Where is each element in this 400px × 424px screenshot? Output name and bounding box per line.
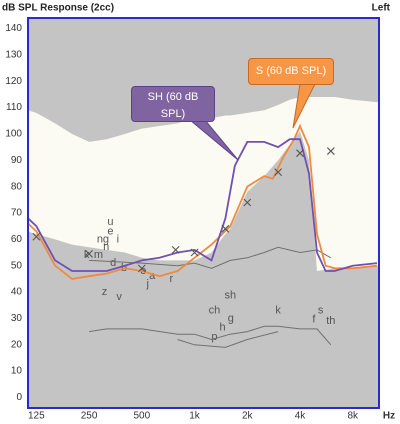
speech-sound-label: h xyxy=(219,322,225,334)
threshold-marker xyxy=(221,224,230,233)
x-tick-label: 4k xyxy=(295,411,307,422)
threshold-marker xyxy=(85,249,93,258)
threshold-marker xyxy=(190,248,199,257)
series-callout: SH (60 dB SPL) xyxy=(131,86,215,122)
threshold-marker xyxy=(296,149,304,158)
speech-sound-label: a xyxy=(149,270,156,282)
threshold-marker xyxy=(326,147,335,155)
speech-sound-label: ng xyxy=(97,233,109,245)
y-tick-label: 40 xyxy=(11,287,23,298)
speech-sound-label: s xyxy=(318,304,324,316)
speech-sound-label: ch xyxy=(209,304,221,316)
y-tick-label: 80 xyxy=(11,181,23,192)
x-tick-label: 8k xyxy=(347,411,359,422)
speech-sound-label: i xyxy=(117,233,119,245)
threshold-marker xyxy=(274,168,283,177)
series-line xyxy=(89,325,332,346)
y-tick-label: 90 xyxy=(11,155,23,166)
speech-sound-label: j xyxy=(145,278,148,290)
y-tick-label: 110 xyxy=(6,102,22,113)
y-tick-label: 120 xyxy=(5,76,22,87)
series-callout: S (60 dB SPL) xyxy=(248,58,334,85)
speech-sound-label: z xyxy=(102,286,108,298)
speech-sound-label: g xyxy=(228,312,234,324)
x-tick-label: 125 xyxy=(28,411,45,422)
ear-side: Left xyxy=(372,3,391,14)
x-tick-label: 500 xyxy=(133,411,150,422)
y-tick-label: 70 xyxy=(11,208,23,219)
x-tick-label: 1k xyxy=(189,411,201,422)
speech-sound-label: n xyxy=(103,241,109,253)
y-tick-label: 100 xyxy=(5,129,22,140)
speech-sound-label: th xyxy=(326,315,335,327)
threshold-marker xyxy=(137,264,146,273)
series-line xyxy=(177,331,279,348)
y-tick-label: 60 xyxy=(11,234,23,245)
series-line xyxy=(89,246,332,269)
threshold-marker xyxy=(243,198,252,207)
plot-border xyxy=(27,17,380,409)
speech-sound-label: u xyxy=(107,216,113,228)
speech-sound-label: m xyxy=(94,249,103,261)
x-tick-label: 2k xyxy=(242,411,254,422)
y-tick-label: 10 xyxy=(11,366,23,377)
speech-sound-label: p xyxy=(211,331,217,343)
threshold-marker xyxy=(171,246,180,254)
speech-sound-label: k xyxy=(84,249,90,261)
speech-sound-label: d xyxy=(110,257,116,269)
y-tick-label: 30 xyxy=(11,313,23,324)
y-tick-label: 50 xyxy=(11,260,23,271)
y-tick-label: 130 xyxy=(5,50,22,61)
speech-sound-label: sh xyxy=(224,290,236,302)
speech-sound-label: k xyxy=(275,304,281,316)
chart-title: dB SPL Response (2cc) xyxy=(2,3,114,14)
series-line xyxy=(27,123,378,280)
speech-sound-label: f xyxy=(312,314,316,326)
series-line xyxy=(27,138,378,272)
dynamic-range-band xyxy=(28,97,379,271)
x-tick-label: 250 xyxy=(81,411,98,422)
y-tick-label: 0 xyxy=(16,392,22,403)
speech-sound-label: e xyxy=(107,225,113,237)
x-axis-label: Hz xyxy=(383,411,395,422)
y-tick-label: 140 xyxy=(5,23,22,34)
speech-sound-label: r xyxy=(169,273,173,285)
y-tick-label: 20 xyxy=(11,339,23,350)
speech-sound-label: v xyxy=(116,291,122,303)
threshold-marker xyxy=(32,232,41,241)
